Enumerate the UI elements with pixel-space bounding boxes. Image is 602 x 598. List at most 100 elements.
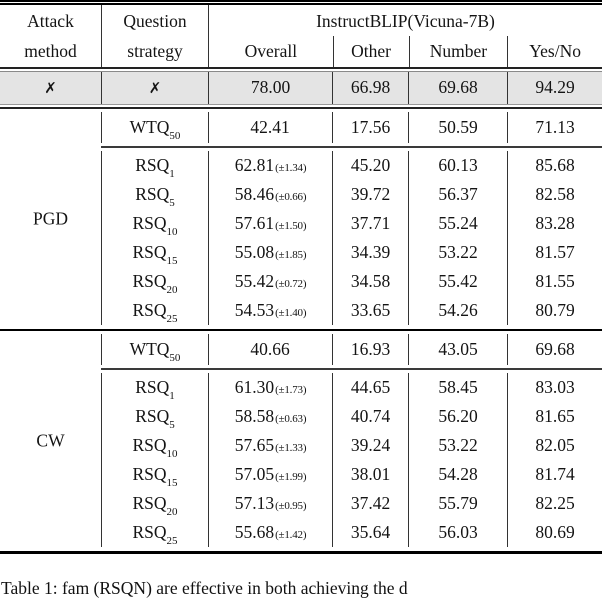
header-model-title: InstructBLIP(Vicuna-7B): [316, 11, 495, 31]
strategy-sub: 25: [166, 535, 178, 548]
overall-value: 42.41: [250, 116, 290, 137]
question-strategy-cell: RSQ25: [101, 296, 208, 325]
question-strategy-cell: RSQ15: [101, 460, 208, 489]
overall-value: 55.68: [234, 521, 275, 542]
strategy-sub: 10: [166, 226, 178, 239]
strategy-sub: 15: [166, 477, 178, 490]
strategy-sub: 10: [166, 448, 178, 461]
number-cell: 43.05: [408, 334, 507, 365]
overall-value: 55.42: [234, 270, 275, 291]
other-cell: 35.64: [332, 518, 408, 547]
table-row: RSQ15 57.05 (±1.99) 38.01 54.28 81.74: [0, 460, 602, 489]
overall-std: (±1.42): [275, 529, 307, 541]
overall-std: (±1.34): [275, 162, 307, 174]
overall-value: 58.46: [234, 183, 275, 204]
section-divider-rule: [0, 329, 602, 331]
header-col-overall: Overall: [244, 41, 298, 61]
header-attack-line2: method: [24, 41, 77, 61]
strategy-label: RSQ15: [132, 241, 177, 267]
header-question-line1: Question: [123, 11, 187, 31]
number-cell: 55.24: [408, 209, 507, 238]
overall-cell: 58.58 (±0.63): [208, 402, 332, 431]
strategy-sub: 1: [169, 168, 175, 181]
strategy-sub: 20: [166, 284, 178, 297]
strategy-label: RSQ15: [132, 465, 177, 489]
yesno-cell: 81.57: [507, 238, 602, 267]
overall-value: 55.08: [234, 241, 275, 262]
strategy-label: RSQ10: [132, 436, 177, 460]
question-strategy-cell: WTQ50: [101, 112, 208, 143]
strategy-base: WTQ: [129, 116, 170, 137]
strategy-sub: 5: [169, 197, 175, 210]
question-strategy-cell: WTQ50: [101, 334, 208, 365]
question-strategy-cell: RSQ1: [101, 373, 208, 402]
overall-cell: 58.46 (±0.66): [208, 180, 332, 209]
strategy-base: RSQ: [132, 521, 167, 542]
overall-std: (±0.72): [275, 278, 307, 290]
cross-icon: ✗: [148, 78, 162, 97]
overall-value: 62.81: [234, 154, 275, 175]
overall-cell: 57.61 (±1.50): [208, 209, 332, 238]
number-cell: 54.26: [408, 296, 507, 325]
table-row: RSQ20 57.13 (±0.95) 37.42 55.79 82.25: [0, 489, 602, 518]
strategy-base: RSQ: [135, 376, 170, 397]
other-cell: 17.56: [332, 112, 408, 143]
header-question-line2: strategy: [127, 41, 183, 61]
strategy-label: RSQ5: [135, 185, 175, 209]
yesno-cell: 81.74: [507, 460, 602, 489]
header-col-yesno: Yes/No: [507, 36, 602, 67]
attack-method-cell: [0, 460, 101, 489]
strategy-base: WTQ: [129, 338, 170, 359]
table-row: RSQ5 58.58 (±0.63) 40.74 56.20 81.65: [0, 402, 602, 431]
yesno-cell: 81.55: [507, 267, 602, 296]
other-cell: 44.65: [332, 373, 408, 402]
overall-cell: 40.66: [208, 334, 332, 365]
question-strategy-cell: RSQ10: [101, 209, 208, 238]
table-caption: Table 1: fam (RSQN) are effective in bot…: [1, 578, 408, 598]
attack-method-label: CW: [36, 430, 65, 451]
attack-method-cell: [0, 518, 101, 547]
overall-std: (±1.40): [275, 307, 307, 319]
strategy-sub: 20: [166, 506, 178, 519]
header-divider-rule: [0, 67, 602, 72]
overall-cell: 57.13 (±0.95): [208, 489, 332, 518]
overall-value: 61.30: [234, 376, 275, 397]
baseline-other-cell: 66.98: [332, 72, 408, 104]
header-attack-method: Attack method: [0, 5, 101, 67]
question-strategy-cell: RSQ25: [101, 518, 208, 547]
header-attack-line1: Attack: [27, 11, 74, 31]
top-rule: [0, 0, 602, 5]
strategy-sub: 5: [169, 419, 175, 432]
overall-value: 57.65: [234, 434, 275, 455]
other-cell: 37.42: [332, 489, 408, 518]
overall-std: (±0.66): [275, 191, 307, 203]
other-cell: 39.72: [332, 180, 408, 209]
table-row: RSQ5 58.46 (±0.66) 39.72 56.37 82.58: [0, 180, 602, 209]
number-cell: 56.20: [408, 402, 507, 431]
question-strategy-cell: RSQ20: [101, 489, 208, 518]
table-row: RSQ1 62.81 (±1.34) 45.20 60.13 85.68: [0, 151, 602, 180]
table-row: WTQ50 40.66 16.93 43.05 69.68: [0, 334, 602, 365]
question-strategy-cell: RSQ5: [101, 180, 208, 209]
strategy-sub: 15: [166, 255, 178, 268]
table-row: RSQ25 55.68 (±1.42) 35.64 56.03 80.69: [0, 518, 602, 547]
cross-icon: ✗: [44, 78, 57, 97]
other-cell: 16.93: [332, 334, 408, 365]
other-cell: 34.58: [332, 267, 408, 296]
attack-method-cell: [0, 334, 101, 365]
strategy-base: RSQ: [132, 241, 167, 262]
yesno-cell: 80.69: [507, 518, 602, 547]
overall-value: 57.13: [234, 492, 275, 513]
strategy-base: RSQ: [132, 270, 167, 291]
overall-std: (±1.33): [275, 442, 307, 454]
header-subcolumns: Overall Other Number Yes/No: [209, 36, 602, 67]
overall-cell: 57.65 (±1.33): [208, 431, 332, 460]
number-cell: 60.13: [408, 151, 507, 180]
number-cell: 54.28: [408, 460, 507, 489]
overall-value: 40.66: [250, 338, 290, 359]
other-cell: 37.71: [332, 209, 408, 238]
table-row: WTQ50 42.41 17.56 50.59 71.13: [0, 112, 602, 143]
yesno-cell: 71.13: [507, 112, 602, 143]
overall-cell: 55.42 (±0.72): [208, 267, 332, 296]
